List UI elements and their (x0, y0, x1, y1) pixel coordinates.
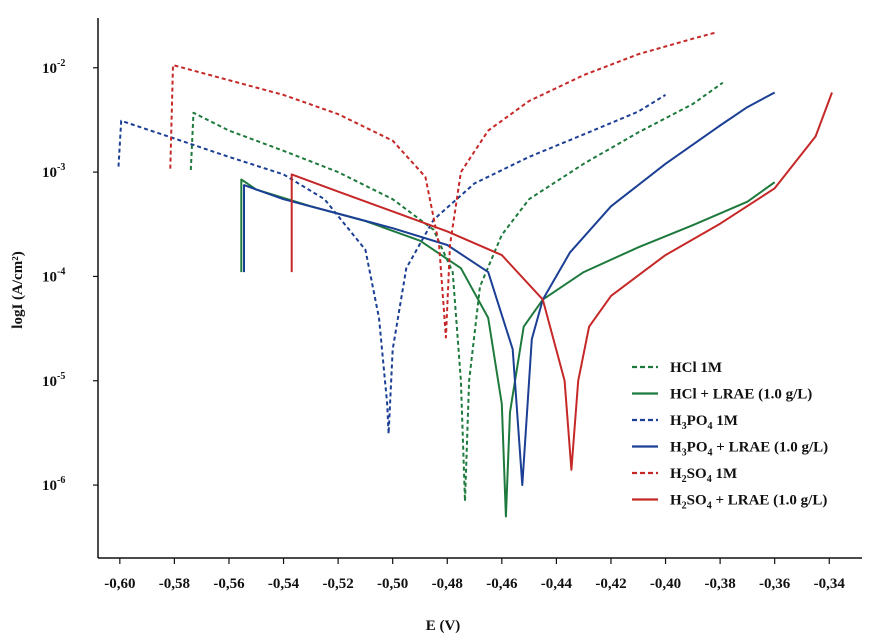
series-line-2 (117, 94, 667, 435)
x-tick-label: -0,58 (159, 576, 190, 592)
x-tick-label: -0,38 (704, 576, 735, 592)
legend-label-part: 1M (713, 413, 738, 429)
y-tick-base: 10 (42, 374, 57, 390)
y-tick-exponent: -6 (57, 475, 65, 486)
y-axis-title: logI (A/cm²) (10, 251, 26, 328)
legend-label-part: 2 (682, 474, 687, 485)
legend-label-1: HCl + LRAE (1.0 g/L) (670, 387, 812, 403)
x-tick-label: -0,48 (432, 576, 463, 592)
legend-label-part: H (670, 493, 682, 509)
legend-label-4: H2SO4 1M (670, 466, 737, 485)
legend-label-part: 4 (708, 421, 713, 432)
legend-label-part: H (670, 440, 682, 456)
legend-label-part: 4 (707, 501, 712, 512)
y-tick-label: 10-3 (42, 162, 65, 181)
x-tick-label: -0,40 (650, 576, 681, 592)
y-tick-exponent: -3 (57, 162, 65, 173)
plot-series-group (117, 31, 833, 518)
legend-label-part: 3 (682, 448, 687, 459)
x-ticks-group: -0,60 -0,58 -0,56 -0,54 -0,52 -0,50 -0,48 -0,46… (104, 558, 845, 592)
x-tick-label: -0,56 (213, 576, 245, 592)
y-ticks-group: 10-610-510-410-310-2 (42, 58, 98, 494)
legend-label-part: 4 (708, 448, 713, 459)
legend-label-part: 4 (707, 474, 712, 485)
y-tick-label: 10-6 (42, 475, 65, 494)
legend-label-part: H (670, 466, 682, 482)
legend-label-part: H (670, 413, 682, 429)
legend-label-part: SO (687, 493, 707, 509)
x-tick-label: -0,44 (541, 576, 573, 592)
y-tick-exponent: -5 (57, 371, 65, 382)
legend-label-0: HCl 1M (670, 360, 722, 376)
y-tick-exponent: -4 (57, 266, 65, 277)
legend-label-part: SO (687, 466, 707, 482)
legend-label-part: 1M (712, 466, 737, 482)
legend-label-part: PO (687, 413, 708, 429)
x-tick-label: -0,54 (268, 576, 300, 592)
y-tick-label: 10-5 (42, 371, 65, 390)
legend-label-part: 3 (682, 421, 687, 432)
y-tick-base: 10 (42, 269, 57, 285)
x-axis-title: E (V) (426, 618, 461, 634)
series-line-5 (290, 92, 833, 471)
legend-label-3: H3PO4 + LRAE (1.0 g/L) (670, 440, 828, 459)
y-tick-base: 10 (42, 478, 57, 494)
x-tick-label: -0,60 (104, 576, 135, 592)
legend-label-part: + LRAE (1.0 g/L) (712, 493, 828, 509)
x-tick-label: -0,42 (595, 576, 626, 592)
legend-label-part: PO (687, 440, 708, 456)
legend-label-part: HCl 1M (670, 360, 722, 376)
legend-label-part: HCl + LRAE (1.0 g/L) (670, 387, 812, 403)
legend-label-5: H2SO4 + LRAE (1.0 g/L) (670, 493, 827, 512)
legend-label-part: + LRAE (1.0 g/L) (713, 440, 829, 456)
x-tick-label: -0,34 (814, 576, 846, 592)
y-tick-base: 10 (42, 61, 57, 77)
y-tick-label: 10-2 (42, 58, 65, 77)
x-tick-label: -0,46 (486, 576, 518, 592)
series-line-4 (169, 31, 718, 339)
x-tick-label: -0,50 (377, 576, 408, 592)
y-tick-exponent: -2 (57, 58, 65, 69)
y-tick-label: 10-4 (42, 266, 65, 285)
x-tick-label: -0,52 (322, 576, 353, 592)
legend-label-part: 2 (682, 501, 687, 512)
legend-label-2: H3PO4 1M (670, 413, 738, 432)
x-tick-label: -0,36 (759, 576, 791, 592)
series-line-3 (243, 91, 776, 487)
series-line-0 (189, 81, 724, 503)
y-tick-base: 10 (42, 165, 57, 181)
